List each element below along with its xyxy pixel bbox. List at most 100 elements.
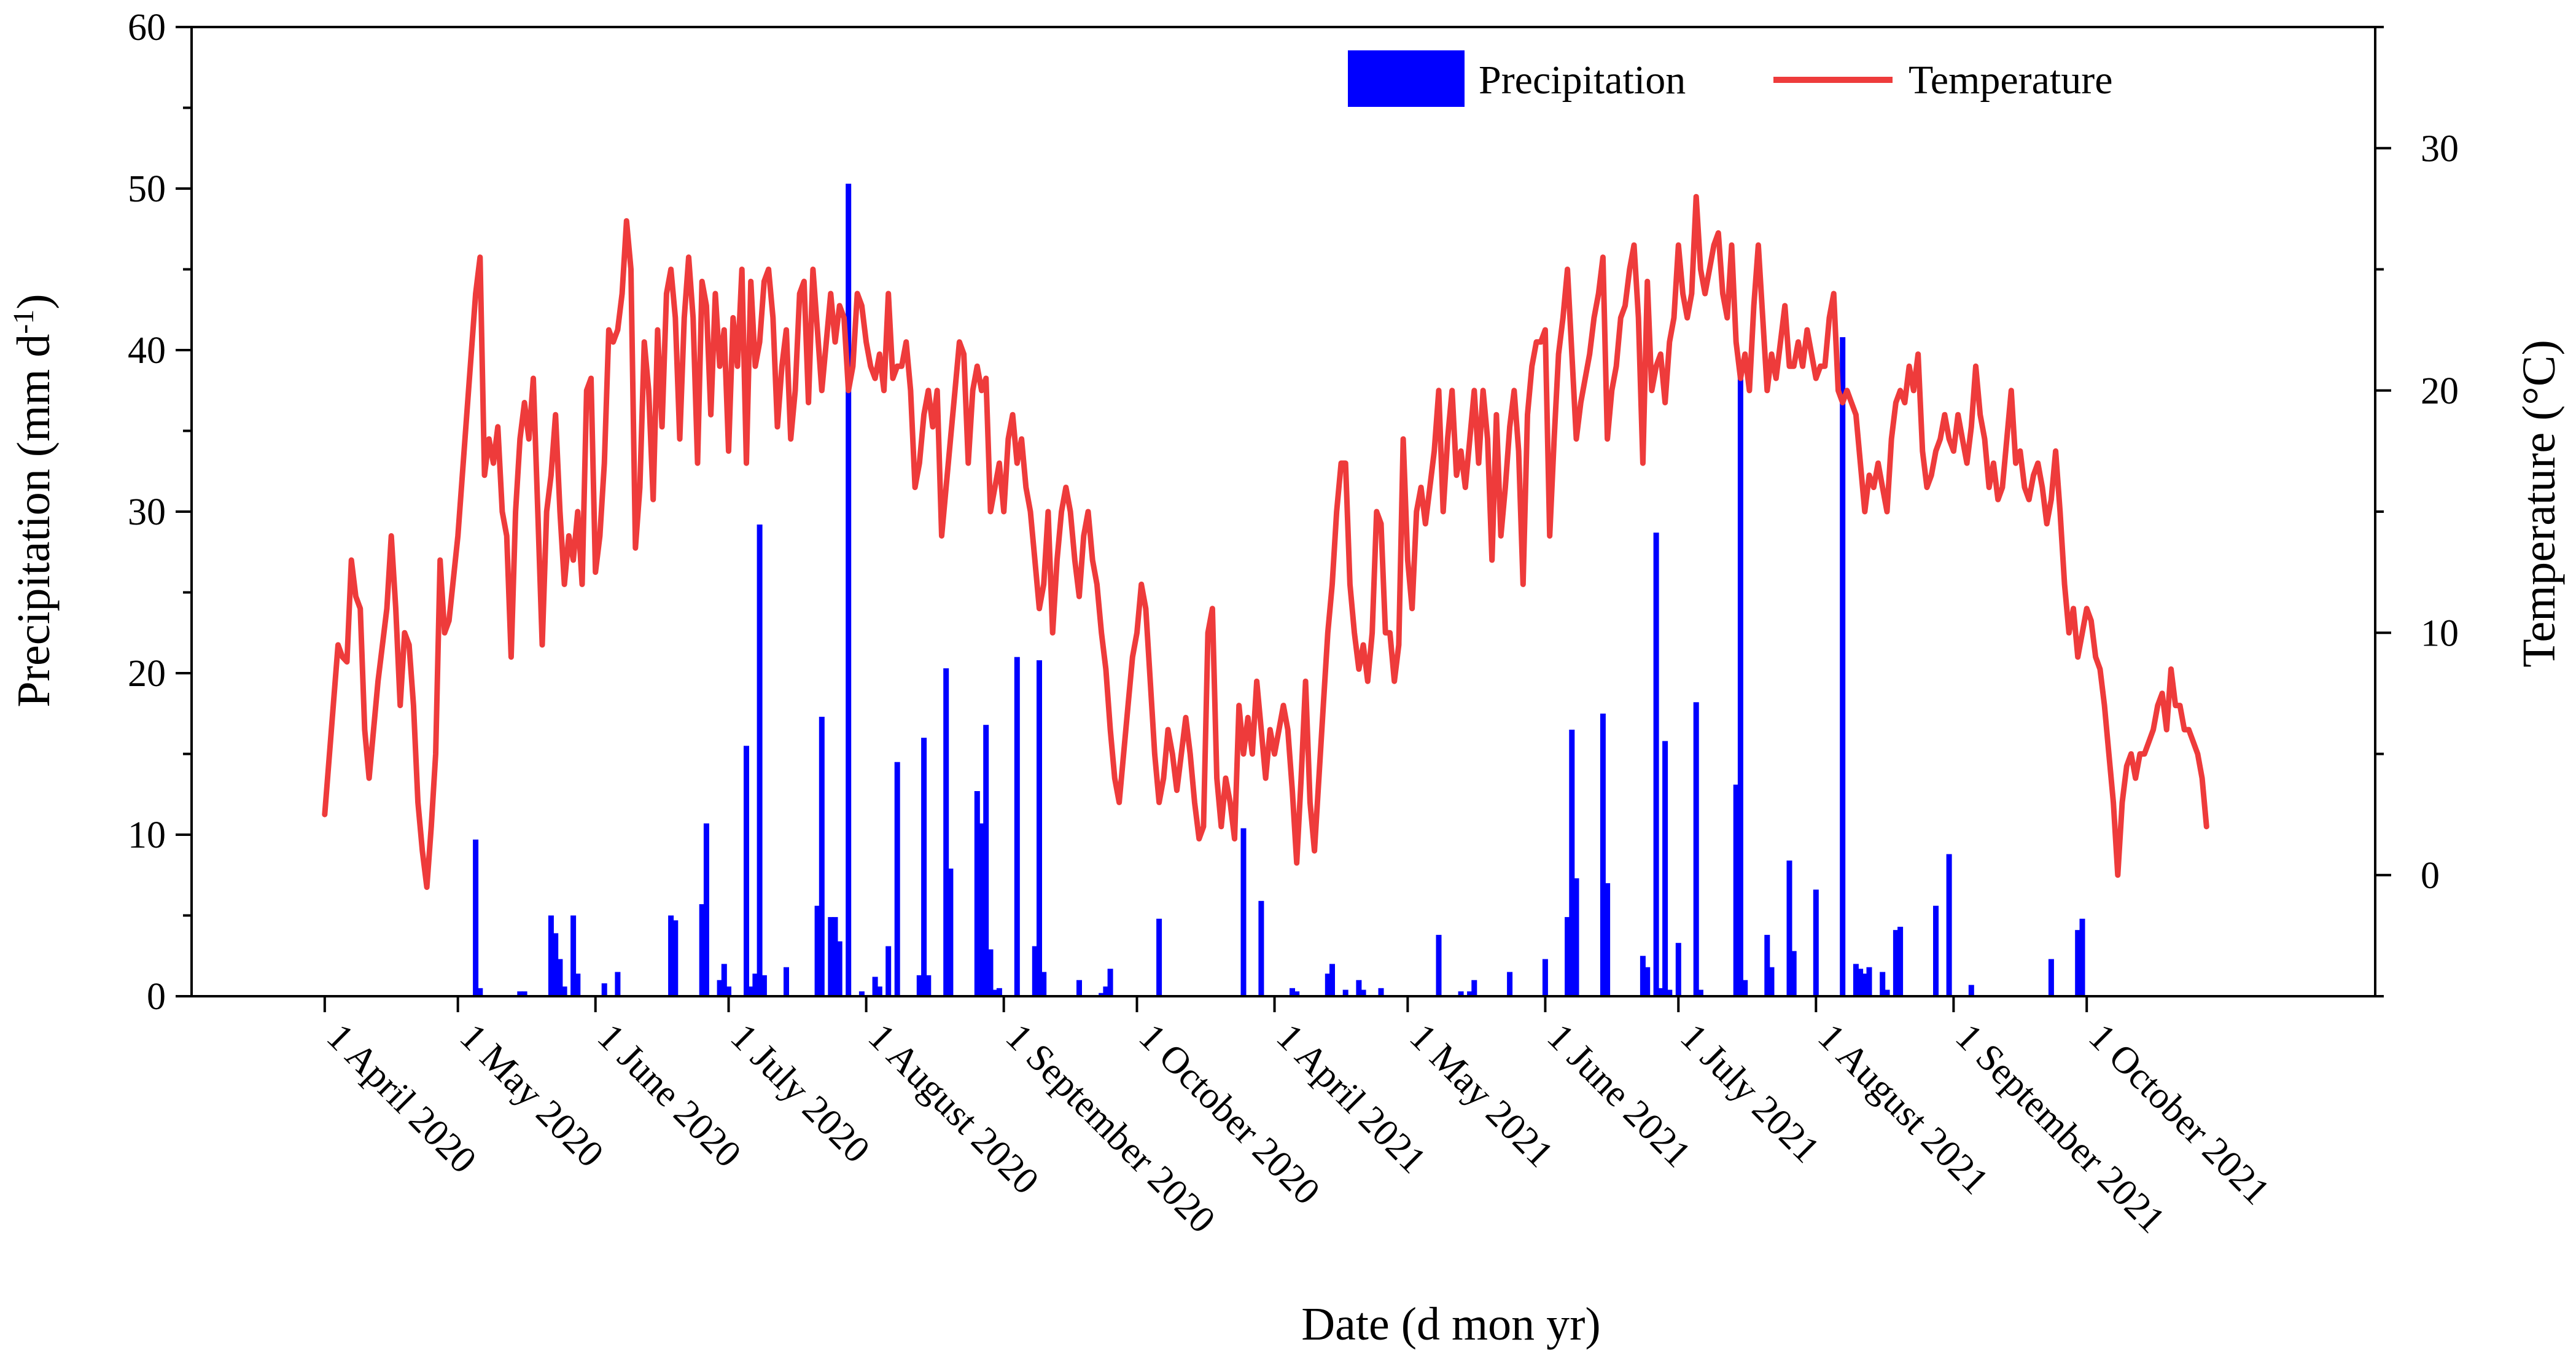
precipitation-bar (1697, 989, 1703, 996)
precipitation-bar (814, 905, 820, 996)
precipitation-bar (752, 974, 758, 996)
precipitation-bar (894, 762, 900, 996)
precipitation-bar (726, 986, 731, 996)
y-left-tick-label: 20 (128, 653, 166, 695)
precipitation-bar (1880, 972, 1886, 996)
precipitation-bar (1742, 980, 1748, 996)
precipitation-bar (974, 791, 980, 996)
precipitation-bar (1099, 993, 1105, 996)
y-axis-left-title-main: Precipitation (mm d (8, 334, 60, 708)
x-axis-title: Date (d mon yr) (1301, 1298, 1601, 1350)
temperature-line (322, 193, 2209, 890)
precipitation-bar (1156, 918, 1162, 996)
precipitation-bar (832, 917, 838, 996)
precipitation-bar (1076, 980, 1082, 996)
precipitation-bar (757, 525, 763, 996)
precipitation-bar (1644, 967, 1651, 996)
precipitation-bar (748, 986, 754, 996)
precipitation-bar (1600, 713, 1606, 997)
precipitation-bar (858, 991, 865, 996)
precipitation-bar (1653, 533, 1659, 996)
y-axis-right-title: Temperature (°C) (2513, 340, 2565, 668)
y-right-tick-label: 10 (2421, 612, 2459, 654)
precipitation-bar (1290, 988, 1295, 996)
precipitation-bar (1356, 980, 1362, 996)
precipitation-bar (477, 988, 483, 996)
precipitation-bar (1862, 974, 1868, 996)
precipitation-bar (1675, 943, 1681, 996)
precipitation-bar (1791, 951, 1797, 996)
precipitation-bar (876, 986, 882, 996)
precipitation-bar (2048, 959, 2054, 996)
precipitation-bar (1014, 657, 1020, 996)
precipitation-bar (570, 915, 577, 996)
precipitation-bar (992, 989, 998, 996)
precipitation-bar (699, 904, 705, 996)
precipitation-bar (1786, 860, 1792, 996)
precipitation-bar (916, 975, 922, 996)
precipitation-bar (943, 668, 949, 996)
y-right-tick-label: 30 (2421, 128, 2459, 170)
precipitation-bar (761, 975, 767, 996)
precipitation-bar (1657, 988, 1664, 996)
precipitation-bar (703, 823, 709, 996)
precipitation-bar (1866, 967, 1872, 996)
precipitation-bar (1240, 828, 1247, 996)
precipitation-bar (1041, 972, 1047, 996)
precipitation-bar (836, 941, 842, 996)
precipitation-bar (1436, 935, 1442, 996)
precipitation-bar (553, 933, 559, 996)
precipitation-bar (1342, 989, 1348, 996)
precipitation-bar (1032, 946, 1038, 996)
precipitation-bar (473, 839, 479, 996)
precipitation-bar (1573, 878, 1579, 996)
legend: Precipitation Temperature (1348, 50, 2113, 107)
precipitation-bar (925, 975, 932, 996)
precipitation-bar (1858, 969, 1864, 996)
y-left-tick-label: 60 (128, 7, 166, 49)
precipitation-bar (983, 725, 989, 996)
precipitation-bar (1933, 905, 1939, 996)
precipitation-bar (987, 949, 994, 996)
legend-temperature-label: Temperature (1909, 58, 2113, 103)
precipitation-bar (601, 983, 607, 996)
y-left-tick-label: 50 (128, 168, 166, 210)
precipitation-bar (1107, 969, 1113, 996)
precipitation-bar (2075, 930, 2081, 996)
precipitation-bar (517, 991, 523, 996)
precipitation-bar (1737, 374, 1743, 996)
legend-precipitation-label: Precipitation (1479, 58, 1686, 103)
precipitation-bar (1813, 889, 1819, 996)
precipitation-bar (575, 974, 581, 996)
precipitation-bar (1037, 660, 1042, 996)
y-axis-left-title-sup: -1 (7, 310, 40, 334)
precipitation-bar (1733, 784, 1739, 996)
precipitation-bar (996, 988, 1002, 996)
precipitation-bar (557, 959, 563, 996)
precipitation-bar (1840, 337, 1846, 996)
precipitation-bar (1471, 980, 1477, 996)
legend-precipitation-swatch (1348, 50, 1465, 107)
y-left-tick-label: 10 (128, 814, 166, 856)
precipitation-bar (948, 868, 954, 996)
precipitation-bar (1640, 956, 1646, 997)
precipitation-bar (615, 972, 621, 996)
precipitation-bar (1693, 702, 1699, 996)
precipitation-bar (1946, 854, 1952, 996)
precipitation-bar (1258, 900, 1264, 996)
precipitation-bar (1893, 930, 1899, 996)
y-left-tick-label: 0 (147, 976, 166, 1018)
precipitation-bar (1769, 967, 1775, 996)
precipitation-bar (1507, 972, 1513, 996)
precipitation-bar (885, 946, 892, 996)
precipitation-bar (548, 915, 554, 996)
precipitation-bar (828, 917, 834, 996)
precipitation-bar (1968, 985, 1974, 996)
precipitation-bar (744, 746, 749, 996)
precipitation-bar (1329, 964, 1335, 996)
precipitation-bar (1884, 989, 1890, 996)
y-left-tick-label: 30 (128, 491, 166, 533)
precipitation-bar (1569, 730, 1575, 996)
precipitation-bar (561, 986, 567, 996)
